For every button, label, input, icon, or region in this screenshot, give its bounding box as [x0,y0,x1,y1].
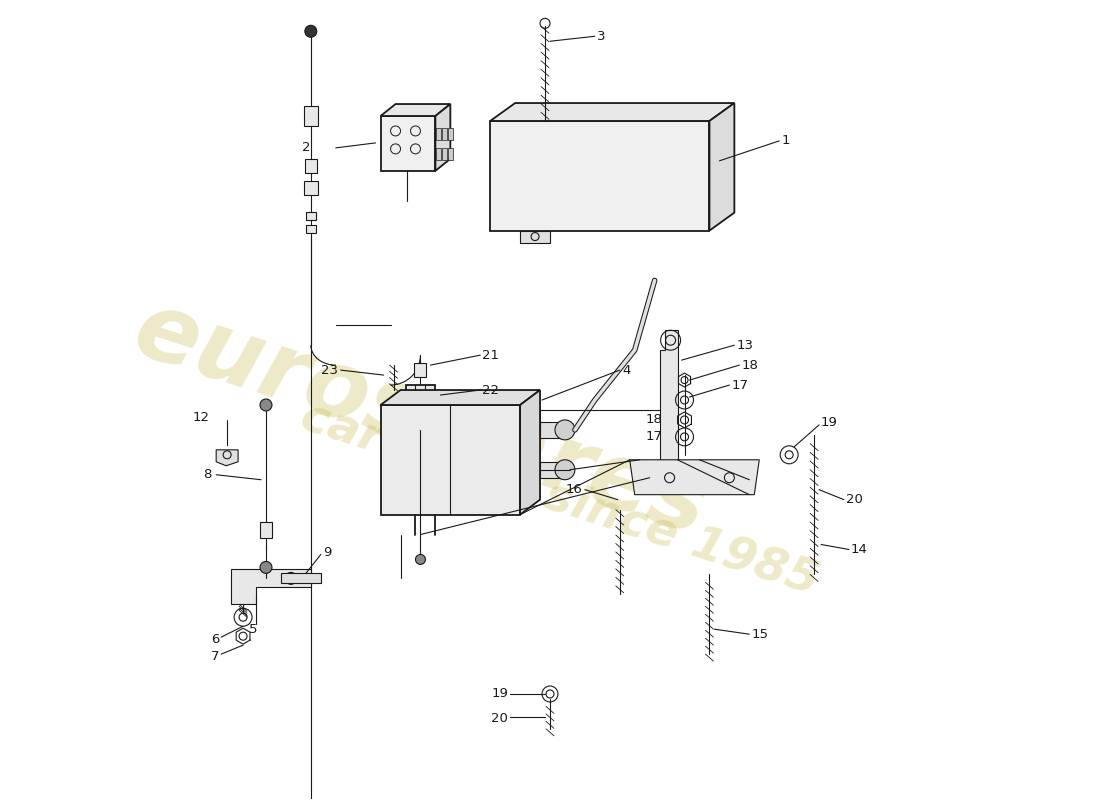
Text: 4: 4 [623,364,631,377]
Bar [306,212,316,220]
Text: 14: 14 [851,543,868,556]
Bar [540,462,565,478]
Text: 23: 23 [321,364,338,377]
Text: 20: 20 [492,712,508,726]
Text: 17: 17 [646,430,662,443]
Circle shape [305,26,317,38]
Bar [540,422,565,438]
Text: 9: 9 [322,546,331,559]
Text: 18: 18 [741,358,758,372]
Text: 17: 17 [732,378,748,391]
Polygon shape [381,104,450,116]
Polygon shape [231,570,311,604]
Circle shape [260,562,272,574]
Bar [280,574,321,583]
Bar [442,148,448,160]
Polygon shape [520,390,540,514]
Text: 8: 8 [202,468,211,482]
Text: 16: 16 [566,483,583,496]
Bar [306,225,316,233]
Bar [305,159,317,173]
Polygon shape [217,450,238,466]
Bar [415,363,427,377]
Bar [437,148,441,160]
Text: 6: 6 [211,633,219,646]
Polygon shape [629,460,759,494]
Polygon shape [381,390,540,405]
Polygon shape [660,330,678,460]
Circle shape [260,399,272,411]
Text: 7: 7 [211,650,219,662]
Text: 13: 13 [736,338,754,352]
Bar [437,128,441,140]
Circle shape [556,420,575,440]
Text: 15: 15 [751,628,768,641]
Polygon shape [491,121,710,230]
Polygon shape [710,103,735,230]
Text: eurospares: eurospares [122,284,718,556]
Bar [442,128,448,140]
Bar [304,106,318,126]
Text: car parts since 1985: car parts since 1985 [295,394,825,605]
Polygon shape [436,104,450,170]
Text: 1: 1 [781,134,790,147]
Polygon shape [381,405,520,514]
Bar [304,181,318,194]
Text: 18: 18 [646,414,662,426]
Polygon shape [381,116,436,170]
Text: 5: 5 [249,622,257,636]
Polygon shape [491,103,735,121]
Text: 12: 12 [192,411,210,425]
Bar [260,522,272,538]
Text: 22: 22 [482,383,499,397]
Bar [406,385,436,407]
Circle shape [416,554,426,565]
Text: 3: 3 [597,30,605,42]
Bar [449,128,453,140]
Text: 20: 20 [846,493,862,506]
Circle shape [556,460,575,480]
Text: 19: 19 [492,687,508,701]
Text: 2: 2 [302,142,311,154]
Polygon shape [520,230,550,242]
Bar [449,148,453,160]
Text: 19: 19 [821,417,838,430]
Text: 21: 21 [482,349,499,362]
